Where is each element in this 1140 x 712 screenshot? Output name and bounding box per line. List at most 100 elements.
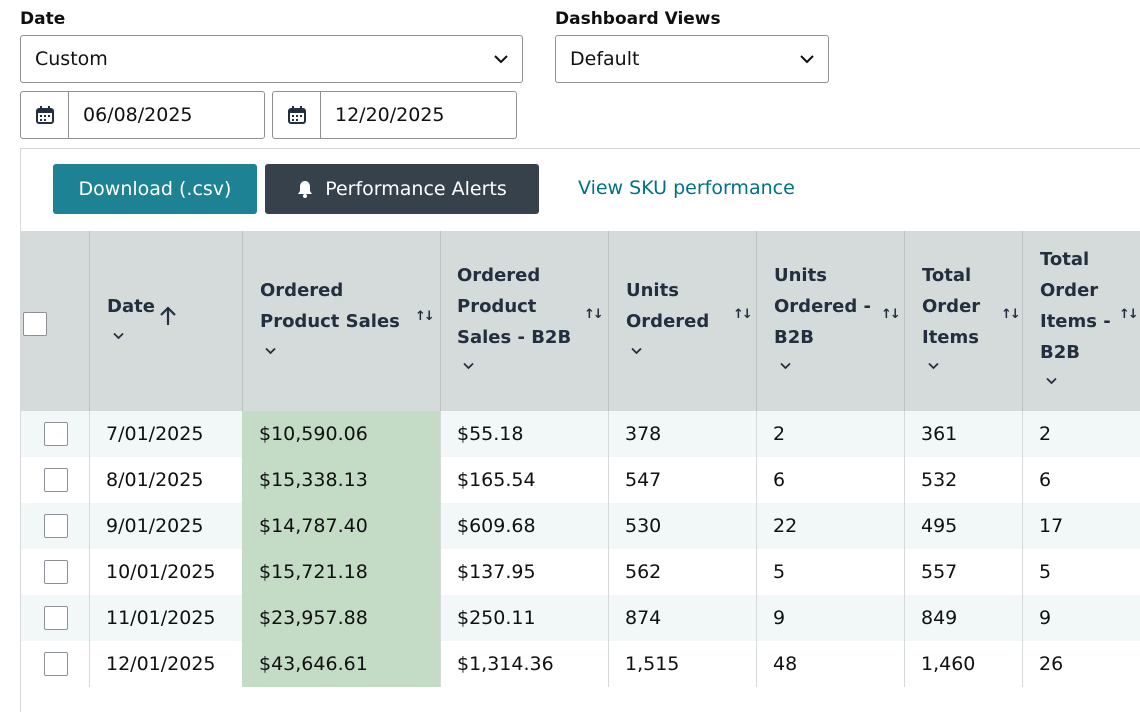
column-header-date-label: Date (107, 296, 155, 317)
table-row-cells: 11/01/2025 $23,957.88 $250.11 874 9 849 … (0, 595, 1140, 641)
highlighted-column (242, 411, 440, 687)
cell-units-ordered-b2b: 5 (773, 561, 786, 583)
column-header-units-ordered-line2: Ordered (626, 311, 710, 332)
column-header-ordered-product-sales-line2: Product Sales (260, 311, 400, 332)
date-range-value: Custom (35, 48, 108, 70)
column-divider (1022, 411, 1023, 687)
table-row-cells: 10/01/2025 $15,721.18 $137.95 562 5 557 … (0, 549, 1140, 595)
chevron-down-icon[interactable] (113, 332, 124, 340)
sort-icon[interactable]: ↑↓ (1119, 307, 1139, 322)
dashboard-views-select[interactable]: Default (555, 35, 829, 83)
chevron-down-icon[interactable] (780, 362, 791, 370)
cell-date: 12/01/2025 (106, 653, 216, 675)
column-divider (89, 411, 90, 687)
cell-total-order-items: 495 (921, 515, 958, 537)
cell-date: 10/01/2025 (106, 561, 216, 583)
chevron-down-icon[interactable] (1046, 377, 1057, 385)
row-checkbox[interactable] (44, 422, 68, 446)
cell-total-order-items-b2b: 5 (1039, 561, 1052, 583)
sort-icon[interactable]: ↑↓ (881, 307, 901, 322)
view-sku-performance-link[interactable]: View SKU performance (578, 177, 795, 199)
column-divider (440, 411, 441, 687)
column-header-units-ordered-b2b-line2: Ordered - (774, 296, 871, 317)
performance-alerts-button[interactable]: Performance Alerts (265, 164, 539, 214)
cell-date: 9/01/2025 (106, 515, 204, 537)
column-divider (904, 411, 905, 687)
cell-total-order-items: 557 (921, 561, 958, 583)
cell-ordered-product-sales: $15,721.18 (259, 561, 368, 583)
select-all-checkbox[interactable] (23, 312, 47, 336)
cell-units-ordered: 874 (625, 607, 662, 629)
cell-units-ordered: 547 (625, 469, 662, 491)
sort-icon[interactable]: ↑↓ (733, 307, 753, 322)
chevron-down-icon[interactable] (631, 347, 642, 355)
chevron-down-icon[interactable] (265, 347, 276, 355)
cell-total-order-items-b2b: 2 (1039, 423, 1052, 445)
column-header-total-order-items-b2b-line4: B2B (1040, 342, 1080, 363)
chevron-down-icon[interactable] (463, 362, 474, 370)
row-checkbox[interactable] (44, 560, 68, 584)
start-date-value[interactable]: 06/08/2025 (83, 104, 193, 126)
cell-units-ordered-b2b: 9 (773, 607, 786, 629)
cell-ordered-product-sales: $10,590.06 (259, 423, 368, 445)
row-checkbox[interactable] (44, 468, 68, 492)
table-row-cells: 12/01/2025 $43,646.61 $1,314.36 1,515 48… (0, 641, 1140, 687)
row-checkbox[interactable] (44, 514, 68, 538)
table-header (21, 231, 1140, 411)
column-header-total-order-items[interactable]: Total Order Items ↑↓ (904, 231, 1022, 411)
row-checkbox[interactable] (44, 606, 68, 630)
cell-ordered-product-sales: $15,338.13 (259, 469, 368, 491)
sort-icon[interactable]: ↑↓ (584, 307, 604, 322)
cell-ordered-product-sales-b2b: $250.11 (457, 607, 536, 629)
table-row (21, 641, 1140, 687)
cell-ordered-product-sales-b2b: $609.68 (457, 515, 536, 537)
cell-ordered-product-sales-b2b: $165.54 (457, 469, 536, 491)
end-date-field[interactable]: 12/20/2025 (272, 91, 517, 139)
column-divider (608, 411, 609, 687)
sort-icon[interactable]: ↑↓ (415, 309, 435, 324)
cell-total-order-items-b2b: 6 (1039, 469, 1052, 491)
start-date-field[interactable]: 06/08/2025 (20, 91, 265, 139)
performance-alerts-label: Performance Alerts (325, 178, 507, 200)
cell-total-order-items: 1,460 (921, 653, 976, 675)
row-checkbox[interactable] (44, 652, 68, 676)
column-header-units-ordered[interactable]: Units Ordered ↑↓ (608, 231, 756, 411)
table-row (21, 549, 1140, 595)
cell-ordered-product-sales-b2b: $137.95 (457, 561, 536, 583)
cell-units-ordered: 378 (625, 423, 662, 445)
table-row (21, 457, 1140, 503)
column-header-total-order-items-b2b-line1: Total (1040, 249, 1090, 270)
cell-units-ordered: 530 (625, 515, 662, 537)
table-row-cells: 7/01/2025 $10,590.06 $55.18 378 2 361 2 (0, 411, 1140, 457)
cell-units-ordered: 1,515 (625, 653, 680, 675)
column-header-total-order-items-b2b-line2: Order (1040, 280, 1099, 301)
column-header-total-order-items-line1: Total (922, 265, 972, 286)
end-date-value[interactable]: 12/20/2025 (335, 104, 445, 126)
cell-ordered-product-sales: $43,646.61 (259, 653, 368, 675)
table-row-cells: 8/01/2025 $15,338.13 $165.54 547 6 532 6 (0, 457, 1140, 503)
column-header-units-ordered-b2b[interactable]: Units Ordered - B2B ↑↓ (756, 231, 904, 411)
sort-icon[interactable]: ↑↓ (1001, 307, 1021, 322)
cell-total-order-items: 532 (921, 469, 958, 491)
column-header-ordered-product-sales[interactable]: Ordered Product Sales ↑↓ (242, 231, 440, 411)
table-row (21, 411, 1140, 457)
calendar-icon[interactable] (273, 92, 321, 138)
cell-total-order-items: 361 (921, 423, 958, 445)
table-row-cells: 9/01/2025 $14,787.40 $609.68 530 22 495 … (0, 503, 1140, 549)
column-header-date[interactable]: Date (89, 231, 242, 411)
column-header-total-order-items-b2b[interactable]: Total Order Items - B2B ↑↓ (1022, 231, 1140, 411)
date-range-select[interactable]: Custom (20, 35, 523, 83)
sort-ascending-icon[interactable] (159, 306, 177, 326)
cell-total-order-items-b2b: 17 (1039, 515, 1064, 537)
cell-date: 8/01/2025 (106, 469, 204, 491)
chevron-down-icon[interactable] (928, 362, 939, 370)
column-header-ordered-product-sales-b2b-line2: Product (457, 296, 537, 317)
cell-units-ordered-b2b: 22 (773, 515, 798, 537)
column-divider (756, 411, 757, 687)
download-csv-button[interactable]: Download (.csv) (53, 164, 257, 214)
calendar-icon[interactable] (21, 92, 69, 138)
column-header-ordered-product-sales-b2b[interactable]: Ordered Product Sales - B2B ↑↓ (440, 231, 608, 411)
cell-units-ordered-b2b: 48 (773, 653, 798, 675)
bell-icon (298, 181, 313, 198)
cell-date: 11/01/2025 (106, 607, 216, 629)
